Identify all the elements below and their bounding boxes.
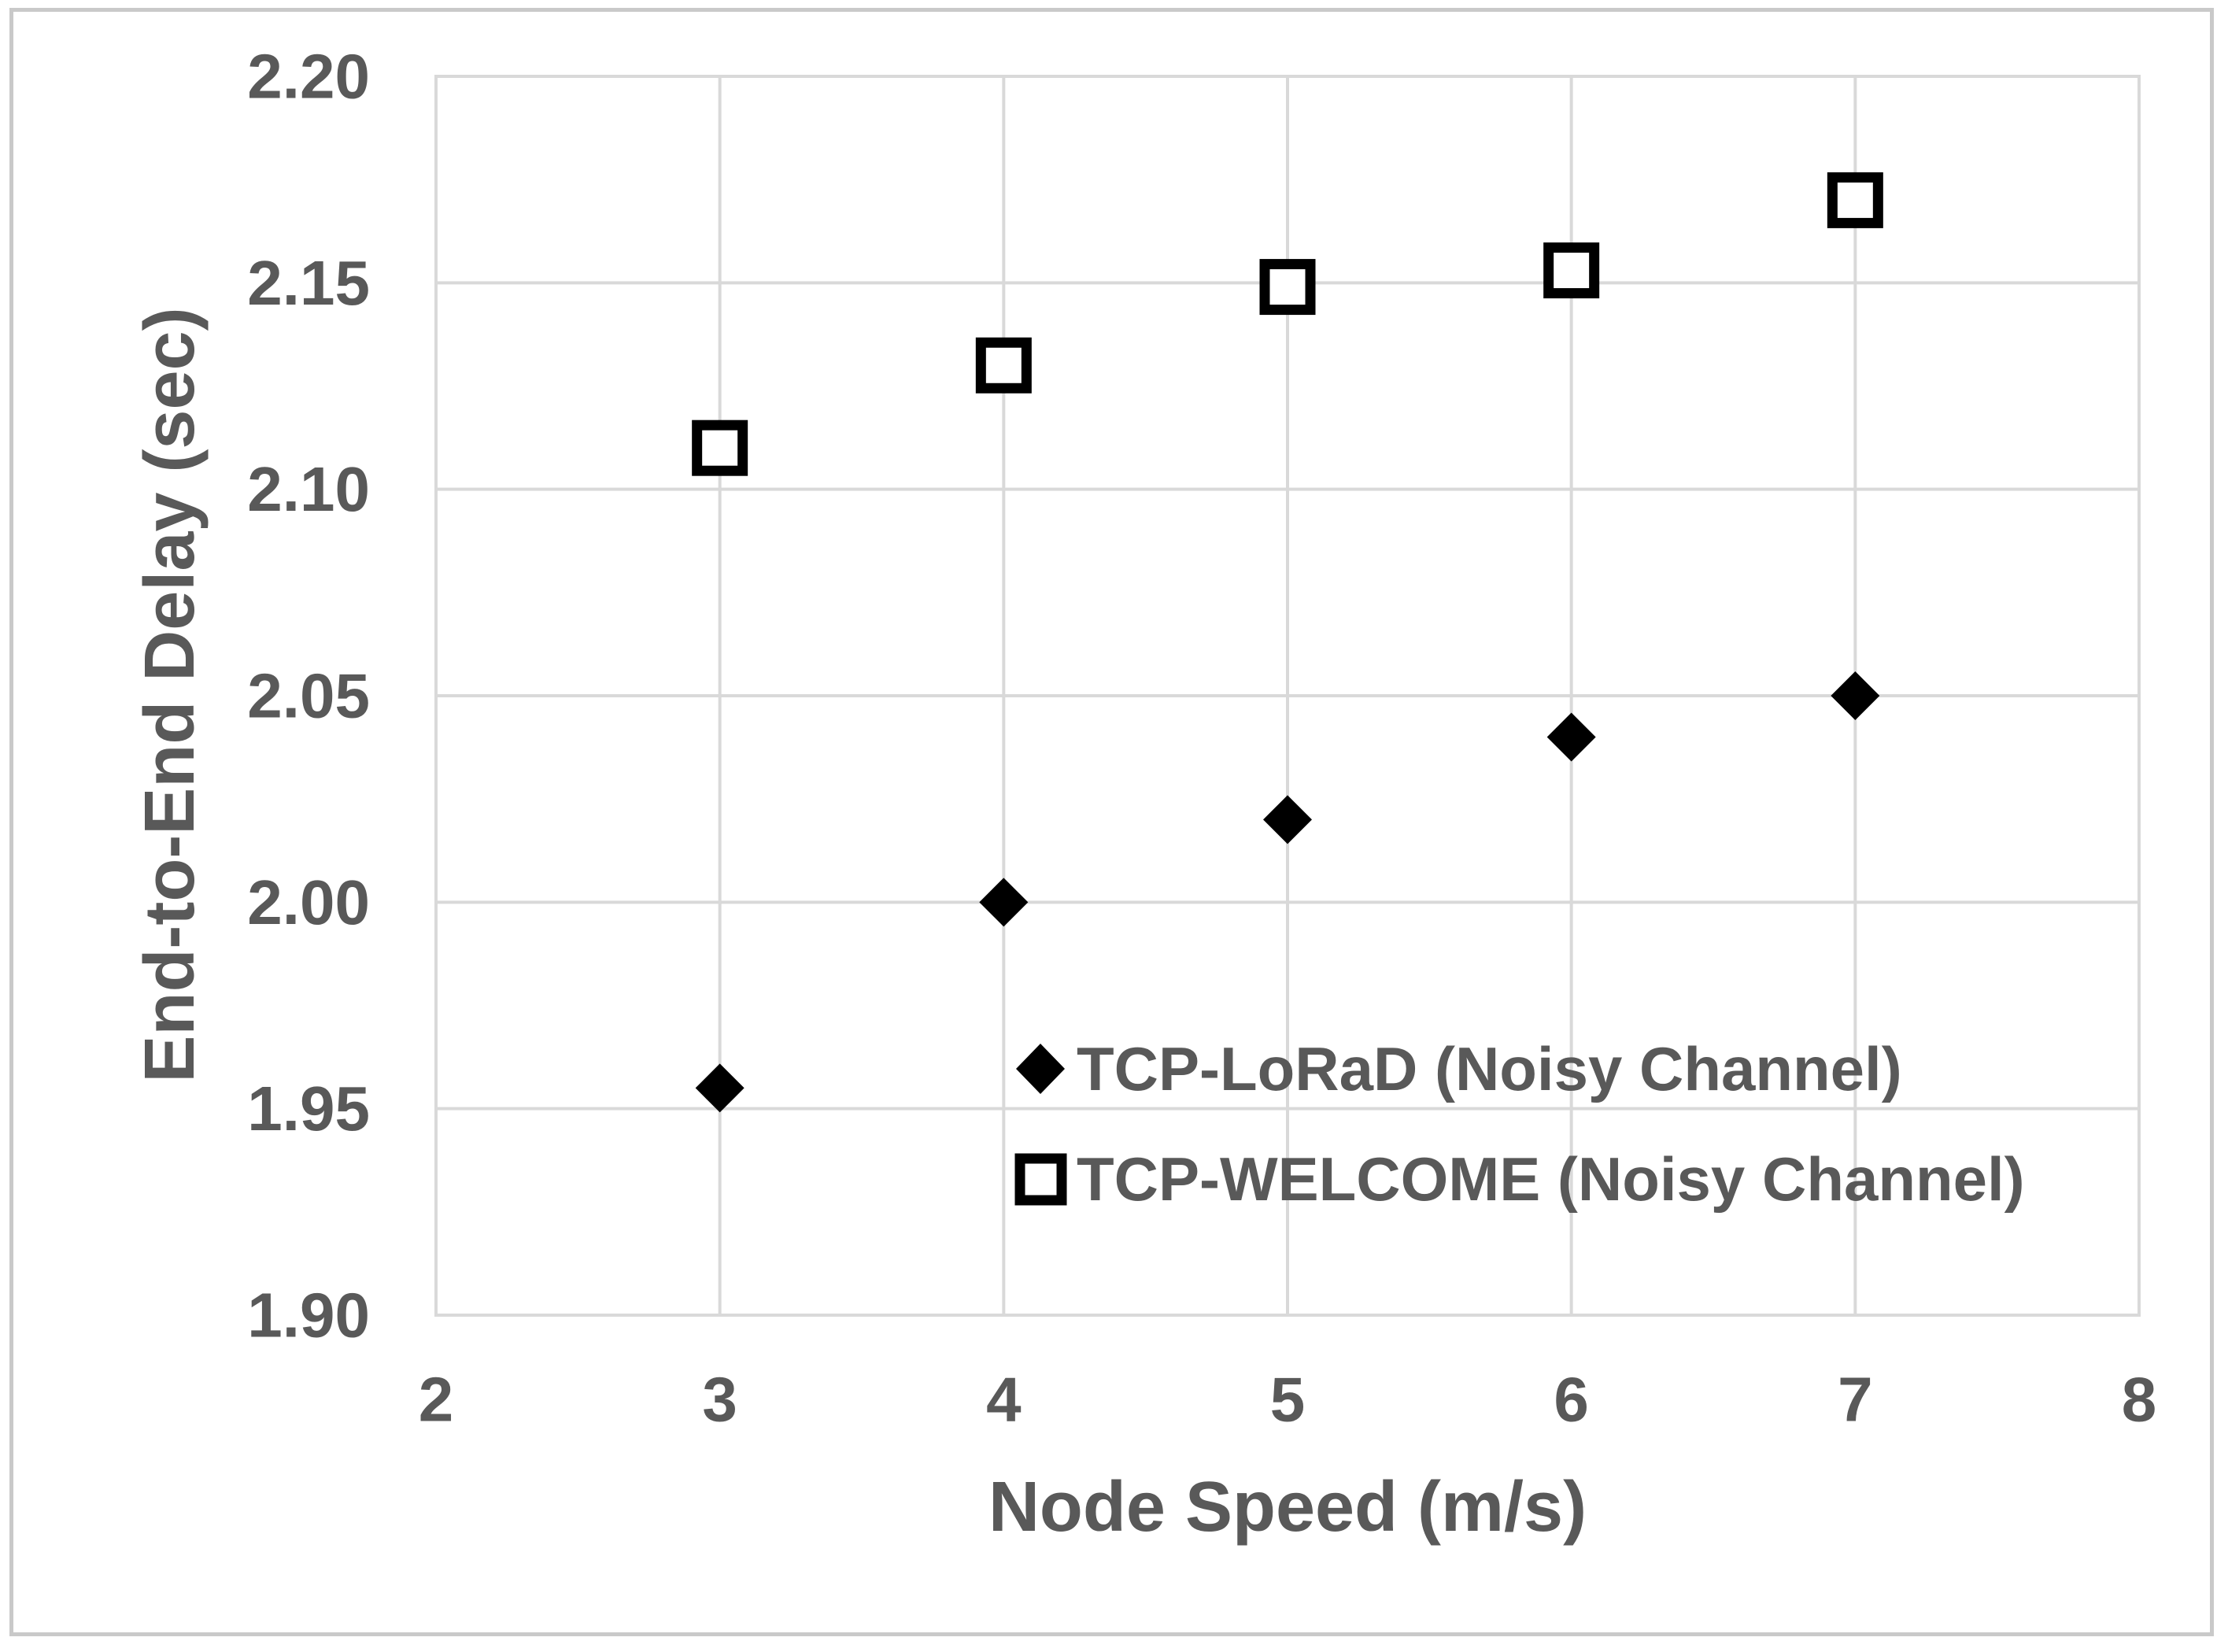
series-tcp-lorad: [695, 671, 1880, 1113]
x-axis-title: Node Speed (m/s): [988, 1468, 1587, 1547]
y-axis-tick-labels: 1.90 1.95 2.00 2.05 2.10 2.15 2.20: [247, 42, 370, 1351]
data-point-square: [692, 419, 748, 476]
legend: TCP-LoRaD (Noisy Channel) TCP-WELCOME (N…: [1014, 1034, 2025, 1214]
data-point-diamond: [695, 1063, 745, 1113]
data-point-diamond: [1831, 671, 1880, 720]
y-axis-title: End-to-End Delay (sec): [131, 307, 209, 1082]
plot-area: [434, 75, 2141, 1317]
y-tick-label: 2.00: [247, 867, 370, 937]
x-tick-label: 3: [702, 1365, 737, 1435]
y-tick-label: 2.20: [247, 42, 370, 112]
data-point-square: [1543, 242, 1600, 299]
open-square-icon: [1014, 1153, 1067, 1206]
legend-label-tcp-welcome: TCP-WELCOME (Noisy Channel): [1077, 1144, 2025, 1214]
x-tick-label: 7: [1838, 1365, 1873, 1435]
y-tick-label: 2.15: [247, 248, 370, 318]
x-tick-label: 5: [1270, 1365, 1306, 1435]
x-axis-tick-labels: 2 3 4 5 6 7 8: [419, 1365, 2157, 1435]
y-tick-label: 2.05: [247, 661, 370, 731]
y-tick-label: 1.90: [247, 1281, 370, 1351]
data-point-diamond: [1546, 712, 1596, 762]
legend-label-tcp-lorad: TCP-LoRaD (Noisy Channel): [1077, 1034, 1902, 1103]
data-point-square: [975, 337, 1032, 394]
data-point-square: [1259, 259, 1316, 316]
legend-item-tcp-welcome: TCP-WELCOME (Noisy Channel): [1014, 1144, 2025, 1214]
y-tick-label: 1.95: [247, 1074, 370, 1144]
x-tick-label: 2: [419, 1365, 454, 1435]
figure-border: [9, 8, 2214, 1636]
data-point-square: [1827, 172, 1883, 228]
x-tick-label: 8: [2122, 1365, 2157, 1435]
y-tick-label: 2.10: [247, 454, 370, 524]
data-point-diamond: [1263, 795, 1312, 844]
x-tick-label: 4: [986, 1365, 1022, 1435]
data-point-diamond: [979, 878, 1029, 927]
series-tcp-welcome: [692, 172, 1883, 476]
x-tick-label: 6: [1554, 1365, 1589, 1435]
filled-diamond-icon: [1016, 1044, 1065, 1094]
legend-item-tcp-lorad: TCP-LoRaD (Noisy Channel): [1016, 1034, 1902, 1103]
